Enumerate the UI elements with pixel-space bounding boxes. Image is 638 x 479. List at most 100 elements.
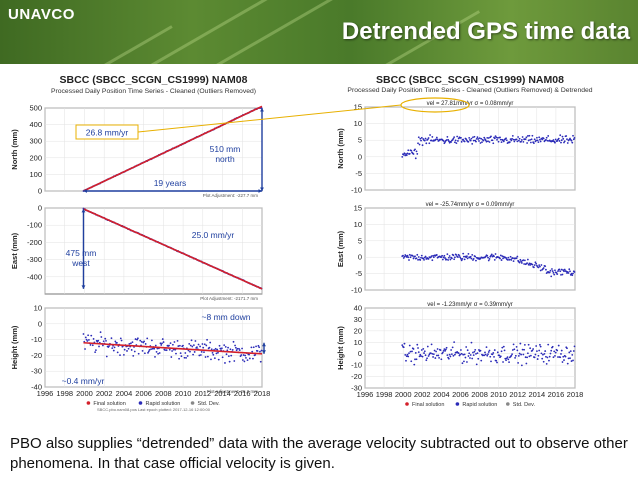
data-point xyxy=(566,362,569,365)
data-point xyxy=(505,359,507,362)
data-point xyxy=(171,343,174,346)
data-point xyxy=(567,357,570,360)
data-point xyxy=(238,347,240,350)
trend-line xyxy=(83,208,263,290)
data-point xyxy=(524,356,527,359)
data-point xyxy=(564,355,567,358)
x-tick-label: 2010 xyxy=(175,389,192,398)
data-point xyxy=(538,349,541,352)
data-point xyxy=(430,139,433,142)
data-point xyxy=(498,354,501,357)
trend-line xyxy=(83,105,263,192)
y-axis-label: Height (mm) xyxy=(10,325,19,369)
data-point xyxy=(526,142,529,144)
data-point xyxy=(223,344,226,347)
x-tick-label: 2002 xyxy=(414,390,431,399)
data-point xyxy=(545,268,547,271)
data-point xyxy=(539,269,542,272)
data-point xyxy=(169,342,172,345)
data-point xyxy=(220,347,223,350)
data-point xyxy=(523,348,526,351)
data-point xyxy=(130,349,133,351)
data-point xyxy=(450,349,453,351)
data-point xyxy=(487,140,489,143)
data-point xyxy=(116,351,119,354)
data-point xyxy=(569,357,571,360)
data-point xyxy=(459,256,462,259)
data-point xyxy=(179,352,182,355)
data-point xyxy=(501,346,504,349)
data-series xyxy=(401,252,576,278)
data-point xyxy=(549,269,552,272)
data-point xyxy=(405,359,407,362)
y-tick-label: -5 xyxy=(355,269,362,278)
data-point xyxy=(238,349,241,352)
data-point xyxy=(221,356,224,359)
data-point xyxy=(572,134,574,137)
data-point xyxy=(457,352,460,355)
data-point xyxy=(108,345,111,347)
data-point xyxy=(559,134,562,137)
data-point xyxy=(209,341,212,344)
chart-title: SBCC (SBCC_SCGN_CS1999) NAM08 xyxy=(60,74,248,86)
data-point xyxy=(192,353,194,356)
data-point xyxy=(126,350,128,352)
data-point xyxy=(436,348,439,350)
data-point xyxy=(545,136,548,139)
legend-label: Std. Dev. xyxy=(513,402,536,408)
data-point xyxy=(193,351,196,353)
data-point xyxy=(486,136,489,139)
data-point xyxy=(244,354,247,357)
data-point xyxy=(483,136,486,139)
data-point xyxy=(533,138,536,141)
data-point xyxy=(175,352,177,355)
data-point xyxy=(256,350,259,352)
data-point xyxy=(414,148,416,151)
unavco-logo: UNAVCO xyxy=(8,6,75,23)
data-point xyxy=(502,257,504,260)
data-point xyxy=(131,341,134,343)
data-point xyxy=(402,153,405,156)
y-tick-label: -400 xyxy=(27,272,42,281)
data-point xyxy=(228,360,231,363)
data-point xyxy=(518,137,521,140)
y-tick-label: -40 xyxy=(31,383,42,392)
data-point xyxy=(487,353,489,356)
x-tick-label: 2010 xyxy=(490,390,507,399)
y-tick-label: -10 xyxy=(31,335,42,344)
data-point xyxy=(478,140,480,142)
data-point xyxy=(560,141,562,144)
data-point xyxy=(505,139,508,142)
data-point xyxy=(192,344,195,347)
data-point xyxy=(488,141,491,143)
data-point xyxy=(571,353,574,356)
data-point xyxy=(189,344,192,347)
data-point xyxy=(571,141,574,144)
data-point xyxy=(523,259,526,262)
data-point xyxy=(420,256,422,259)
data-point xyxy=(420,136,423,139)
x-tick-label: 1996 xyxy=(37,389,54,398)
data-point xyxy=(425,359,428,362)
data-point xyxy=(447,259,450,261)
data-point xyxy=(511,353,513,356)
data-point xyxy=(91,344,94,347)
data-point xyxy=(517,139,520,142)
data-point xyxy=(246,359,249,361)
data-point xyxy=(522,259,525,262)
data-point xyxy=(468,352,471,355)
data-point xyxy=(453,341,456,344)
data-point xyxy=(563,270,565,273)
data-point xyxy=(184,352,187,354)
x-tick-label: 1998 xyxy=(376,390,393,399)
data-point xyxy=(405,355,408,358)
data-point xyxy=(544,265,547,268)
data-point xyxy=(201,343,204,345)
legend-label: Std. Dev. xyxy=(198,401,221,407)
y-tick-label: 15 xyxy=(354,103,362,112)
data-point xyxy=(546,356,549,359)
data-point xyxy=(461,362,464,365)
data-point xyxy=(557,270,559,273)
panel-2: -40 -30 -20 -10 0 10 Height (mm) Plot Adjustmen… xyxy=(10,304,263,394)
data-point xyxy=(157,352,160,355)
